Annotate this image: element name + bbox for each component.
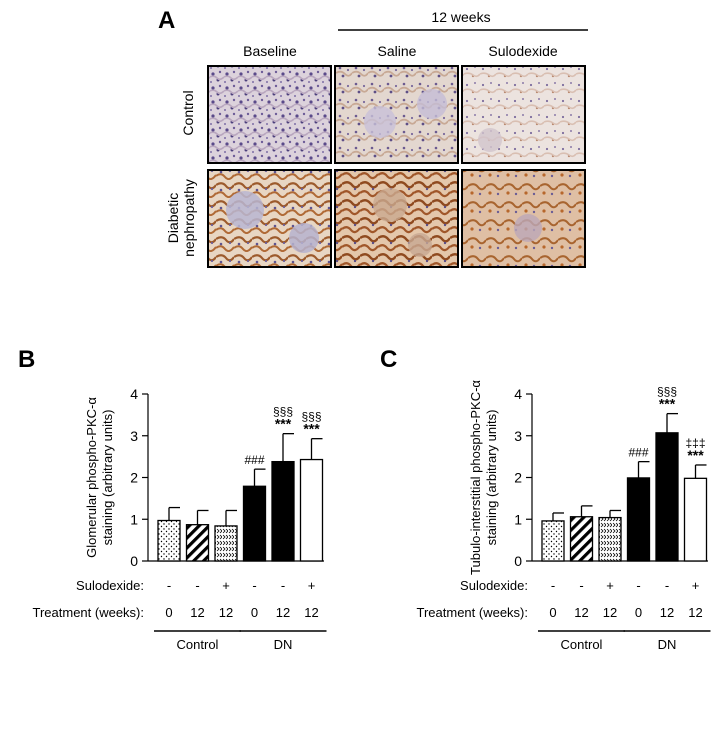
week-value: 12	[219, 605, 233, 620]
bar	[655, 432, 679, 562]
week-value: 12	[660, 605, 674, 620]
week-value: 12	[190, 605, 204, 620]
significance-label: ###	[244, 453, 264, 467]
bar	[157, 519, 181, 562]
sulodexide-value: -	[636, 578, 640, 593]
chart-b: Glomerular phospho-PKC-α staining (arbitr…	[33, 386, 327, 652]
group-label-control: Control	[561, 637, 603, 652]
significance-label: ***	[303, 421, 320, 437]
bar	[569, 516, 594, 562]
treatment-row-label: Treatment (weeks):	[33, 605, 145, 620]
significance-label: ***	[659, 396, 676, 412]
sulodexide-row-label: Sulodexide:	[460, 578, 528, 593]
glomerulus	[364, 106, 396, 138]
sulodexide-value: -	[665, 578, 669, 593]
y-axis-label: Tubulo-interstitial phospho-PKC-α	[468, 380, 483, 575]
micrograph-control-sulodexide	[461, 65, 586, 164]
y-tick-label: 4	[514, 386, 522, 402]
group-label-control: Control	[177, 637, 219, 652]
y-tick-label: 3	[130, 428, 138, 444]
micrograph-dn-baseline	[207, 169, 332, 268]
sulodexide-value: -	[195, 578, 199, 593]
period-header: 12 weeks	[431, 9, 490, 25]
sulodexide-value: -	[551, 578, 555, 593]
glomerulus	[417, 89, 447, 119]
y-tick-label: 1	[514, 511, 522, 527]
y-tick-label: 4	[130, 386, 138, 402]
column-label-sulodexide: Sulodexide	[488, 43, 557, 59]
column-label-baseline: Baseline	[243, 43, 297, 59]
glomerulus	[226, 191, 264, 229]
y-tick-label: 0	[514, 553, 522, 569]
sulodexide-row-label: Sulodexide:	[76, 578, 144, 593]
week-value: 0	[165, 605, 172, 620]
glomerulus	[373, 188, 407, 222]
treatment-row-label: Treatment (weeks):	[417, 605, 529, 620]
sulodexide-value: +	[606, 578, 614, 593]
bar	[626, 477, 651, 562]
sulodexide-value: +	[692, 578, 700, 593]
y-tick-label: 3	[514, 428, 522, 444]
panel-label-c: C	[380, 346, 397, 373]
week-value: 0	[549, 605, 556, 620]
y-tick-label: 2	[514, 470, 522, 486]
group-label-dn: DN	[658, 637, 677, 652]
sulodexide-value: -	[281, 578, 285, 593]
bar	[598, 516, 622, 562]
bar	[214, 525, 238, 562]
micrograph-control-baseline	[207, 65, 332, 164]
significance-label: ***	[687, 447, 704, 463]
week-value: 12	[574, 605, 588, 620]
column-label-saline: Saline	[378, 43, 417, 59]
glomerulus	[289, 223, 319, 253]
bar	[541, 520, 565, 562]
bar	[185, 524, 210, 562]
y-tick-label: 2	[130, 470, 138, 486]
significance-label: ***	[275, 416, 292, 432]
significance-label: §§§	[657, 385, 677, 399]
week-value: 0	[635, 605, 642, 620]
row-label-control: Control	[180, 90, 196, 135]
week-value: 12	[276, 605, 290, 620]
row-label-dn-line2: nephropathy	[181, 179, 197, 257]
week-value: 12	[688, 605, 702, 620]
sulodexide-value: -	[579, 578, 583, 593]
y-tick-label: 0	[130, 553, 138, 569]
bar	[683, 477, 708, 562]
bar	[271, 460, 295, 562]
glomerulus	[478, 128, 502, 152]
y-tick-label: 1	[130, 511, 138, 527]
chart-c: Tubulo-interstitial phospho-PKC-α stainin…	[417, 380, 711, 652]
week-value: 12	[304, 605, 318, 620]
micrograph-grid	[207, 65, 586, 268]
significance-label: ‡‡‡	[685, 436, 705, 450]
glomerulus	[514, 214, 542, 242]
sulodexide-value: +	[222, 578, 230, 593]
significance-label: ###	[628, 446, 648, 460]
y-axis-label: staining (arbitrary units)	[484, 410, 499, 546]
glomerulus	[408, 233, 432, 257]
sulodexide-value: -	[252, 578, 256, 593]
significance-label: §§§	[273, 405, 293, 419]
week-value: 0	[251, 605, 258, 620]
week-value: 12	[603, 605, 617, 620]
group-label-dn: DN	[274, 637, 293, 652]
panel-label: A	[158, 7, 175, 34]
sulodexide-value: -	[167, 578, 171, 593]
bar	[242, 485, 267, 562]
y-axis-label: staining (arbitrary units)	[100, 410, 115, 546]
bar	[299, 458, 324, 562]
y-axis-label: Glomerular phospho-PKC-α	[84, 397, 99, 558]
panel-label-b: B	[18, 346, 35, 373]
significance-label: §§§	[301, 410, 321, 424]
row-label-dn-line1: Diabetic	[165, 193, 181, 244]
sulodexide-value: +	[308, 578, 316, 593]
